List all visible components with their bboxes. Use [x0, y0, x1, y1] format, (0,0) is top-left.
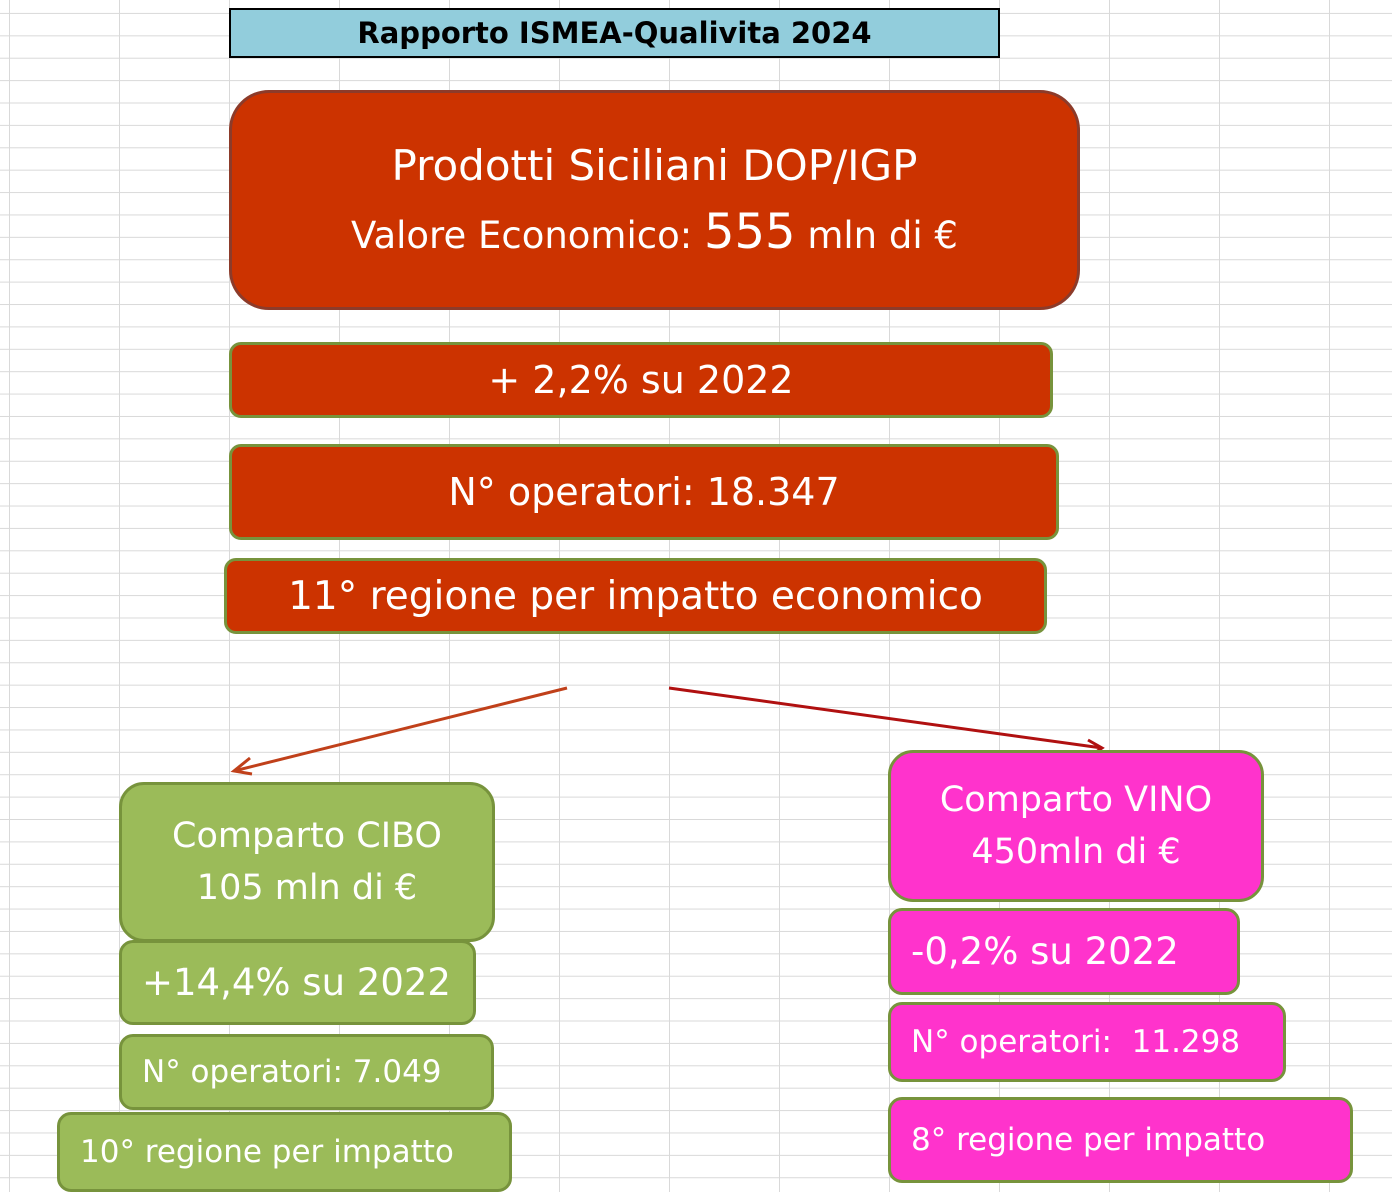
- vino-item: 8° regione per impatto: [888, 1097, 1353, 1183]
- vino-item: -0,2% su 2022: [888, 908, 1240, 995]
- cibo-item: +14,4% su 2022: [119, 940, 476, 1025]
- cibo-box: Comparto CIBO 105 mln di €: [119, 782, 495, 942]
- summary-text: + 2,2% su 2022: [488, 358, 794, 402]
- main-value-line: Valore Economico: 555 mln di €: [351, 204, 958, 260]
- summary-text: N° operatori: 18.347: [448, 470, 840, 514]
- cibo-text: 10° regione per impatto: [80, 1134, 454, 1170]
- unit: mln di €: [807, 213, 958, 257]
- arrow: [233, 686, 568, 773]
- value-label: Valore Economico:: [351, 213, 693, 257]
- cibo-item: 10° regione per impatto: [57, 1112, 512, 1192]
- summary-box: + 2,2% su 2022: [229, 342, 1053, 418]
- vino-text: 8° regione per impatto: [911, 1122, 1266, 1158]
- header: Rapporto ISMEA-Qualivita 2024: [229, 8, 1000, 58]
- vino-box: Comparto VINO 450mln di €: [888, 750, 1264, 902]
- cibo-value: 105 mln di €: [196, 868, 418, 908]
- vino-text: -0,2% su 2022: [911, 930, 1179, 973]
- arrow-head: [230, 756, 253, 776]
- vino-value: 450mln di €: [971, 832, 1181, 872]
- summary-text: 11° regione per impatto economico: [288, 573, 983, 619]
- main-title: Prodotti Siciliani DOP/IGP: [391, 140, 918, 190]
- vino-item: N° operatori: 11.298: [888, 1002, 1286, 1082]
- cibo-text: +14,4% su 2022: [142, 961, 451, 1004]
- arrow: [668, 686, 1103, 750]
- cibo-text: N° operatori: 7.049: [142, 1054, 442, 1090]
- summary-box: N° operatori: 18.347: [229, 444, 1059, 540]
- main-box: Prodotti Siciliani DOP/IGP Valore Econom…: [229, 90, 1080, 310]
- value: 555: [703, 203, 796, 260]
- cibo-item: N° operatori: 7.049: [119, 1034, 494, 1110]
- vino-title: Comparto VINO: [939, 780, 1213, 820]
- summary-box: 11° regione per impatto economico: [224, 558, 1047, 634]
- cibo-title: Comparto CIBO: [172, 816, 442, 856]
- vino-text: N° operatori: 11.298: [911, 1024, 1241, 1060]
- header-title: Rapporto ISMEA-Qualivita 2024: [357, 16, 872, 50]
